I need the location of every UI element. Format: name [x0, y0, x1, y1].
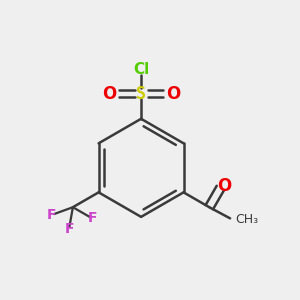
- Text: O: O: [102, 85, 116, 103]
- Text: F: F: [87, 212, 97, 225]
- Text: CH₃: CH₃: [235, 213, 258, 226]
- Text: O: O: [166, 85, 180, 103]
- Text: F: F: [47, 208, 57, 222]
- Text: F: F: [64, 222, 74, 236]
- Text: O: O: [217, 177, 231, 195]
- Text: Cl: Cl: [133, 62, 149, 77]
- Text: S: S: [136, 85, 146, 103]
